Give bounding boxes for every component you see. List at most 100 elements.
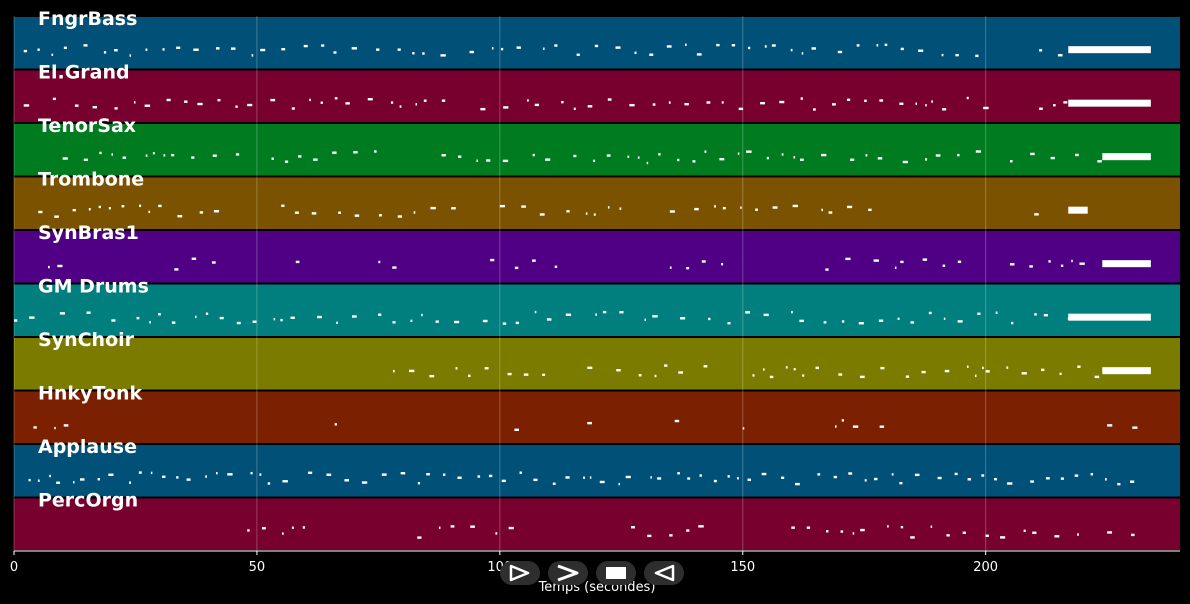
- note-mark: [654, 374, 657, 378]
- note-mark: [742, 427, 745, 430]
- note-mark: [521, 205, 526, 208]
- note-mark: [874, 477, 878, 481]
- note-mark: [573, 107, 576, 111]
- note-mark: [781, 153, 784, 156]
- note-mark: [1132, 426, 1138, 429]
- note-mark: [423, 99, 427, 102]
- note-mark: [261, 527, 266, 530]
- track-lane[interactable]: [14, 17, 1180, 69]
- note-mark: [451, 207, 456, 210]
- note-mark: [629, 103, 635, 107]
- note-mark: [38, 210, 43, 214]
- note-mark: [409, 369, 415, 373]
- note-mark: [63, 424, 69, 427]
- note-mark: [291, 107, 295, 110]
- note-mark: [390, 101, 394, 104]
- note-mark: [769, 375, 774, 379]
- note-mark: [891, 473, 894, 476]
- note-mark: [644, 318, 646, 322]
- note-mark: [122, 156, 127, 159]
- time-gridlines: [13, 16, 987, 551]
- track-lane[interactable]: [14, 70, 1180, 123]
- note-mark: [1074, 474, 1079, 477]
- note-mark: [28, 478, 31, 482]
- note-mark: [484, 367, 489, 370]
- note-mark: [320, 101, 323, 104]
- note-mark: [353, 151, 358, 154]
- track-lane[interactable]: [14, 445, 1180, 497]
- tick-label: 200: [973, 560, 998, 575]
- track-label: Trombone: [38, 169, 144, 191]
- rewind-button[interactable]: [644, 561, 684, 585]
- note-mark: [944, 369, 950, 373]
- note-mark: [900, 525, 904, 529]
- track-lane[interactable]: [14, 498, 1180, 551]
- note-mark: [915, 102, 918, 105]
- stop-button[interactable]: [596, 561, 636, 585]
- note-mark: [219, 316, 224, 320]
- note-mark: [410, 319, 413, 323]
- note-mark: [63, 46, 67, 50]
- note-mark: [316, 315, 322, 319]
- track-lane[interactable]: [14, 284, 1180, 337]
- note-mark: [80, 478, 85, 481]
- track-lane[interactable]: [14, 124, 1180, 176]
- note-mark: [791, 526, 795, 529]
- note-mark: [457, 155, 462, 158]
- note-mark: [303, 44, 308, 48]
- track-label: HnkyTonk: [38, 383, 142, 405]
- note-mark: [561, 100, 564, 104]
- note-mark: [918, 49, 924, 52]
- track-label: SynBras1: [38, 222, 139, 244]
- note-mark: [23, 49, 28, 53]
- track-lane[interactable]: [14, 391, 1180, 444]
- play-button[interactable]: [500, 561, 540, 585]
- track-lane[interactable]: [14, 177, 1180, 230]
- note-mark: [587, 421, 592, 425]
- note-mark: [235, 153, 240, 156]
- note-mark: [616, 369, 621, 372]
- note-mark: [215, 471, 218, 475]
- note-mark: [197, 102, 203, 106]
- note-mark: [565, 476, 570, 479]
- note-mark: [694, 207, 699, 211]
- note-mark: [647, 534, 652, 538]
- note-mark: [852, 532, 855, 535]
- note-mark: [763, 313, 769, 317]
- note-mark: [793, 367, 796, 371]
- note-mark: [1057, 54, 1063, 57]
- note-mark: [195, 315, 197, 319]
- note-mark: [470, 525, 475, 528]
- note-mark: [482, 319, 488, 323]
- note-mark: [740, 206, 742, 209]
- note-mark: [252, 320, 257, 323]
- fast-forward-button[interactable]: [548, 561, 588, 585]
- note-mark: [455, 367, 458, 370]
- note-mark: [859, 375, 865, 379]
- track-lane[interactable]: [14, 231, 1180, 283]
- note-mark: [502, 159, 509, 163]
- note-mark: [638, 374, 642, 377]
- note-mark: [376, 48, 380, 51]
- note-mark: [334, 97, 338, 100]
- note-mark: [900, 260, 904, 264]
- note-mark: [967, 478, 972, 481]
- note-mark: [1107, 424, 1113, 427]
- note-mark: [14, 319, 18, 322]
- note-mark: [533, 478, 538, 482]
- note-mark: [294, 211, 299, 214]
- note-mark: [440, 54, 446, 57]
- note-mark: [282, 532, 284, 535]
- note-mark: [837, 50, 843, 54]
- note-mark: [468, 374, 471, 378]
- note-mark: [480, 107, 486, 111]
- note-mark: [899, 102, 904, 105]
- note-mark: [98, 205, 101, 209]
- note-mark: [490, 258, 495, 262]
- note-mark: [731, 44, 736, 47]
- note-mark: [217, 98, 221, 102]
- note-mark: [802, 374, 805, 377]
- track-lane[interactable]: [14, 338, 1180, 390]
- note-mark: [62, 157, 68, 160]
